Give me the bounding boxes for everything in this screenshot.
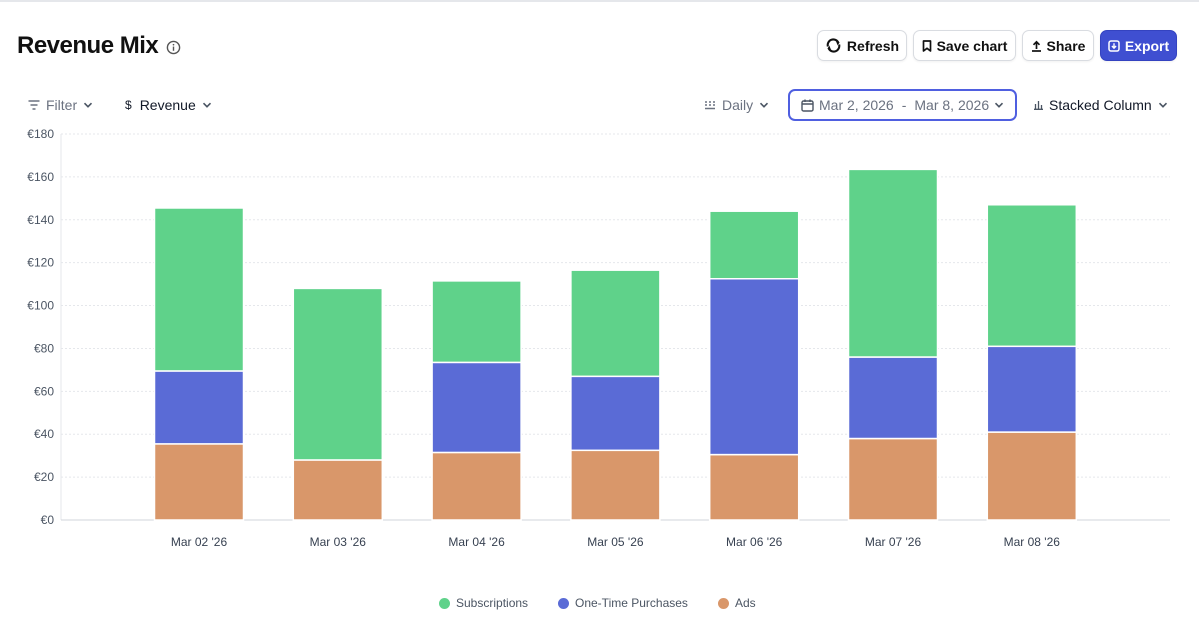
bar-segment-subscriptions[interactable]	[431, 280, 522, 364]
bar-segment-ads[interactable]	[570, 449, 661, 521]
filter-label: Filter	[46, 97, 78, 113]
bar-segment-one-time-purchases[interactable]	[986, 345, 1078, 433]
chevron-down-icon	[995, 102, 1004, 108]
info-icon[interactable]	[166, 40, 181, 55]
bar-segment-subscriptions[interactable]	[292, 287, 384, 461]
refresh-icon	[826, 38, 841, 53]
y-tick-label: €160	[27, 170, 54, 184]
y-tick-label: €100	[27, 299, 54, 313]
bar-segment-ads[interactable]	[986, 431, 1078, 521]
legend-item-subscriptions[interactable]: Subscriptions	[439, 596, 528, 610]
date-range-end: Mar 8, 2026	[914, 97, 990, 113]
upload-icon	[1031, 40, 1041, 52]
granularity-dropdown[interactable]: Daily	[704, 89, 769, 121]
bar-segment-one-time-purchases[interactable]	[847, 356, 939, 440]
top-divider	[0, 0, 1199, 2]
legend-item-ads[interactable]: Ads	[718, 596, 756, 610]
date-range-separator: -	[901, 97, 907, 113]
save-chart-label: Save chart	[936, 37, 1008, 54]
y-tick-label: €80	[34, 341, 54, 355]
refresh-label: Refresh	[846, 37, 900, 54]
chart-type-dropdown[interactable]: Stacked Column	[1034, 89, 1168, 121]
metric-label: Revenue	[139, 97, 196, 113]
y-tick-label: €40	[34, 427, 54, 441]
bar-segment-subscriptions[interactable]	[708, 210, 800, 280]
bar-segment-one-time-purchases[interactable]	[153, 370, 245, 445]
save-chart-button[interactable]: Save chart	[913, 30, 1016, 61]
y-tick-label: €140	[27, 213, 54, 227]
page-header: Revenue Mix Refresh Save chart Share E	[0, 30, 1199, 64]
bar-segment-ads[interactable]	[708, 453, 800, 521]
y-tick-label: €120	[27, 256, 54, 270]
bar-segment-subscriptions[interactable]	[570, 269, 661, 378]
granularity-label: Daily	[722, 97, 754, 113]
legend-swatch	[558, 597, 569, 609]
chart-type-label: Stacked Column	[1049, 97, 1152, 113]
x-tick-label: Mar 04 '26	[448, 535, 505, 549]
export-icon	[1108, 39, 1120, 52]
filter-icon	[28, 100, 40, 110]
page-title: Revenue Mix	[17, 32, 159, 59]
bar-segment-one-time-purchases[interactable]	[570, 375, 661, 452]
share-button[interactable]: Share	[1022, 30, 1094, 61]
chevron-down-icon	[760, 102, 769, 108]
x-tick-label: Mar 02 '26	[171, 535, 228, 549]
calendar-icon	[801, 99, 814, 112]
legend-swatch	[718, 597, 729, 609]
bar-segment-ads[interactable]	[431, 451, 522, 521]
refresh-button[interactable]: Refresh	[817, 30, 907, 61]
granularity-icon	[705, 101, 715, 110]
bar-segment-one-time-purchases[interactable]	[708, 278, 800, 456]
stacked-column-icon	[1034, 101, 1043, 110]
chevron-down-icon	[1158, 102, 1167, 108]
metric-dropdown[interactable]: $ Revenue	[125, 89, 212, 121]
chart-toolbar: Filter $ Revenue Daily Mar 2, 2026 - Mar…	[0, 89, 1199, 121]
bar-segment-subscriptions[interactable]	[153, 207, 245, 372]
date-range-picker[interactable]: Mar 2, 2026 - Mar 8, 2026	[788, 89, 1017, 121]
bar-segment-subscriptions[interactable]	[847, 168, 939, 358]
legend-item-one-time-purchases[interactable]: One-Time Purchases	[558, 596, 688, 610]
export-button[interactable]: Export	[1100, 30, 1177, 61]
legend-swatch	[439, 597, 450, 609]
bar-segment-one-time-purchases[interactable]	[431, 361, 522, 454]
bar-segment-ads[interactable]	[153, 443, 245, 521]
chevron-down-icon	[84, 102, 93, 108]
y-tick-label: €0	[41, 513, 55, 527]
chevron-down-icon	[202, 102, 211, 108]
legend-label: Subscriptions	[456, 596, 529, 610]
legend-label: Ads	[735, 596, 756, 610]
chart-legend: Subscriptions One-Time Purchases Ads	[0, 596, 1199, 614]
x-tick-label: Mar 06 '26	[726, 535, 783, 549]
dollar-icon: $	[125, 98, 132, 112]
y-tick-label: €180	[27, 127, 54, 141]
bar-segment-ads[interactable]	[847, 437, 939, 521]
legend-label: One-Time Purchases	[575, 596, 688, 610]
x-tick-label: Mar 05 '26	[587, 535, 644, 549]
y-tick-label: €20	[34, 470, 54, 484]
date-range-start: Mar 2, 2026	[819, 97, 894, 113]
y-tick-label: €60	[34, 384, 54, 398]
export-label: Export	[1124, 37, 1170, 54]
bar-segment-ads[interactable]	[292, 459, 384, 521]
chart-canvas: €0 €20 €40 €60 €80 €100 €120 €140 €160 €180 Mar 02…	[27, 127, 1170, 549]
bookmark-icon	[922, 39, 931, 52]
x-tick-label: Mar 07 '26	[865, 535, 922, 549]
filter-dropdown[interactable]: Filter	[28, 89, 93, 121]
x-tick-label: Mar 03 '26	[310, 535, 367, 549]
bar-segment-subscriptions[interactable]	[986, 204, 1078, 348]
share-label: Share	[1046, 37, 1086, 54]
x-tick-label: Mar 08 '26	[1004, 535, 1061, 549]
revenue-chart: €0 €20 €40 €60 €80 €100 €120 €140 €160 €180 Mar 02…	[0, 120, 1199, 560]
